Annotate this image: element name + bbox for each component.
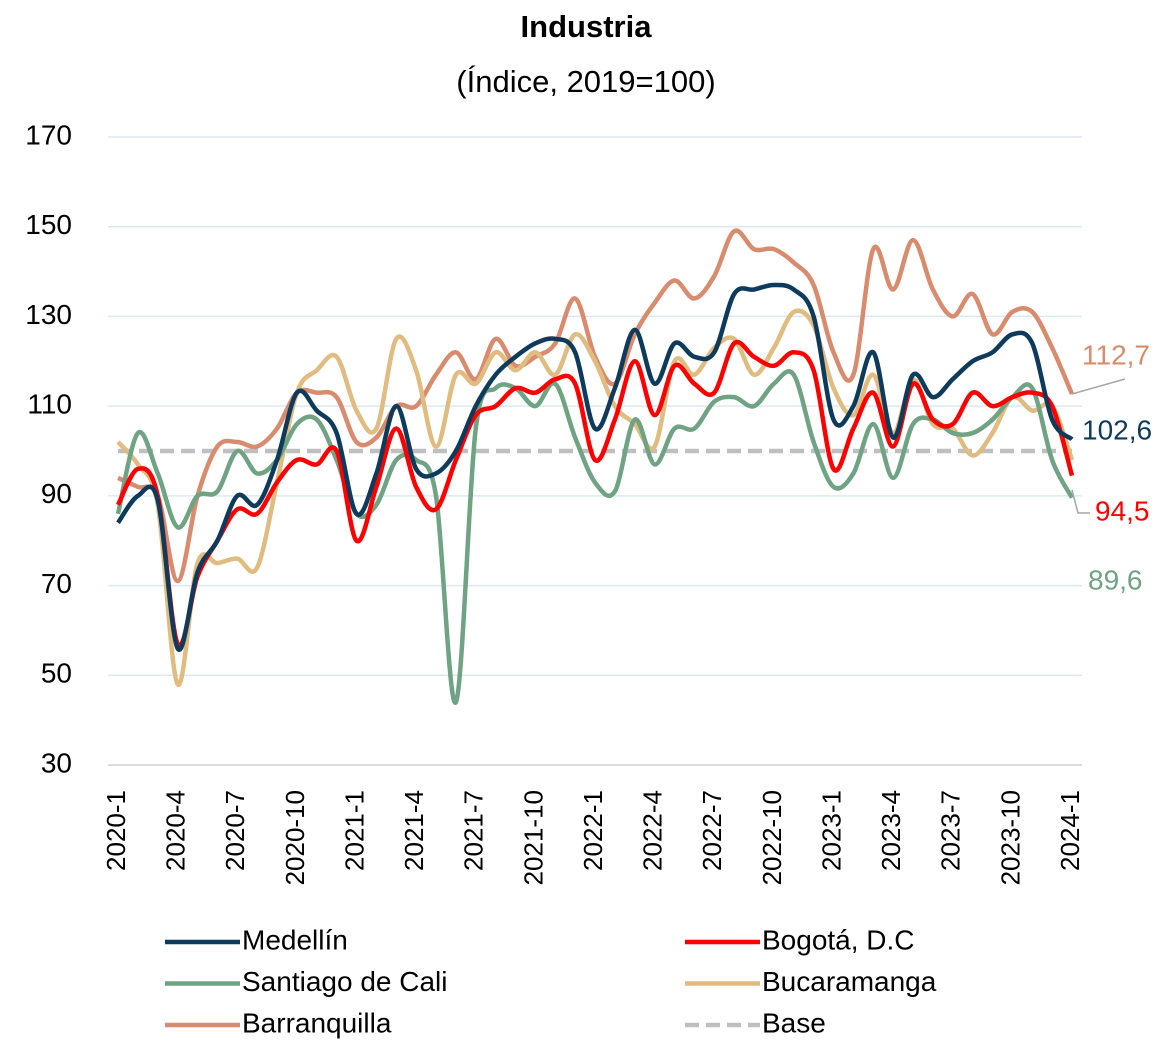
x-tick-label: 2020-10 bbox=[280, 790, 310, 885]
y-tick-label: 110 bbox=[27, 389, 72, 420]
x-tick-label: 2020-1 bbox=[101, 790, 131, 871]
legend-label: Bucaramanga bbox=[762, 966, 937, 997]
y-tick-label: 90 bbox=[41, 478, 72, 509]
y-tick-label: 170 bbox=[25, 119, 72, 150]
series-line bbox=[115, 339, 1075, 648]
data-label: 89,6 bbox=[1088, 564, 1143, 595]
x-tick-label: 2020-4 bbox=[161, 790, 191, 871]
data-label: 102,6 bbox=[1082, 414, 1152, 445]
y-tick-label: 70 bbox=[41, 568, 72, 599]
data-label: 112,7 bbox=[1082, 339, 1150, 370]
y-tick-label: 50 bbox=[41, 658, 72, 689]
x-tick-label: 2023-4 bbox=[876, 790, 906, 871]
x-tick-label: 2023-10 bbox=[995, 790, 1025, 885]
x-tick-label: 2022-7 bbox=[697, 790, 727, 871]
y-tick-label: 150 bbox=[25, 209, 72, 240]
chart-subtitle: (Índice, 2019=100) bbox=[456, 64, 715, 99]
leader-line bbox=[1071, 378, 1126, 395]
x-tick-label: 2021-4 bbox=[399, 790, 429, 871]
legend-label: Medellín bbox=[242, 924, 348, 955]
x-tick-label: 2021-10 bbox=[518, 790, 548, 885]
leader-line bbox=[1071, 489, 1090, 514]
series-line bbox=[116, 282, 1074, 652]
legend-label: Santiago de Cali bbox=[242, 966, 447, 997]
legend-label: Base bbox=[762, 1007, 826, 1038]
x-tick-label: 2021-1 bbox=[339, 790, 369, 871]
x-tick-label: 2024-1 bbox=[1055, 790, 1085, 871]
y-tick-label: 130 bbox=[25, 299, 72, 330]
x-tick-label: 2023-1 bbox=[816, 790, 846, 871]
x-tick-label: 2023-7 bbox=[936, 790, 966, 871]
legend-label: Bogotá, D.C bbox=[762, 924, 915, 955]
x-tick-label: 2021-7 bbox=[459, 790, 489, 871]
chart-title: Industria bbox=[521, 9, 653, 44]
x-tick-label: 2022-1 bbox=[578, 790, 608, 871]
x-tick-label: 2022-10 bbox=[757, 790, 787, 885]
y-tick-label: 30 bbox=[41, 747, 72, 778]
legend-label: Barranquilla bbox=[242, 1007, 392, 1038]
x-tick-label: 2020-7 bbox=[220, 790, 250, 871]
data-label: 94,5 bbox=[1095, 495, 1150, 526]
x-tick-label: 2022-4 bbox=[638, 790, 668, 871]
